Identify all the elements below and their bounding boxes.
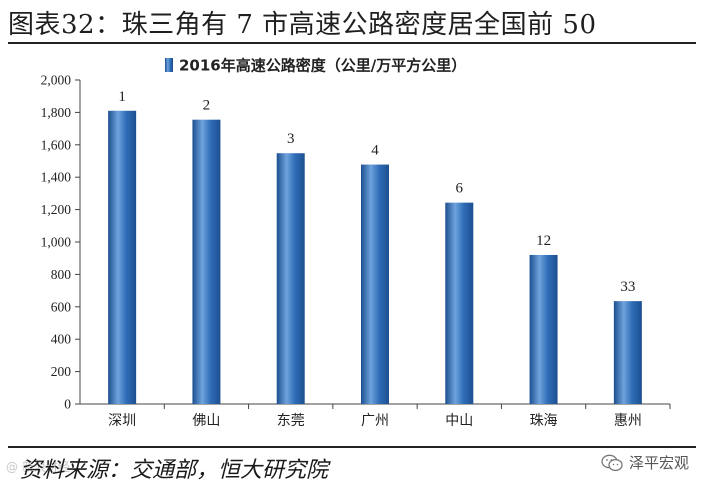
- x-tick-label: 东莞: [277, 413, 305, 429]
- x-tick-label: 惠州: [614, 413, 642, 429]
- y-tick-label: 1,000: [41, 235, 72, 250]
- bar: [276, 153, 305, 404]
- x-tick-label: 佛山: [192, 413, 220, 429]
- bar-chart: 0 200 400 600 800 1,000 1,200 1,400 1,600 1,800 2,…: [41, 57, 671, 429]
- data-label: 3: [287, 131, 295, 147]
- legend-label: 2016年高速公路密度（公里/万平方公里）: [179, 57, 466, 75]
- data-label: 6: [456, 181, 464, 197]
- data-label: 4: [371, 143, 379, 159]
- legend-swatch: [165, 58, 173, 72]
- y-tick-label: 0: [64, 397, 71, 412]
- page-title: 图表32：珠三角有 7 市高速公路密度居全国前 50: [8, 10, 597, 40]
- x-tick-label: 深圳: [108, 413, 136, 429]
- wechat-icon: [601, 454, 623, 471]
- x-tick-label: 中山: [445, 413, 473, 429]
- bar: [445, 202, 474, 404]
- y-tick-label: 1,200: [41, 202, 72, 217]
- y-tick-label: 400: [51, 332, 72, 347]
- y-tick-label: 1,400: [41, 170, 72, 185]
- title-divider: [8, 42, 696, 44]
- bar: [192, 119, 221, 404]
- bar: [613, 301, 642, 404]
- brand-name: 泽平宏观: [628, 454, 689, 472]
- y-tick-label: 2,000: [41, 73, 72, 88]
- bar: [108, 110, 137, 404]
- footer-divider: [8, 446, 696, 448]
- y-tick-label: 200: [51, 364, 72, 379]
- watermark-text: @ 新浪财经: [6, 460, 70, 474]
- y-tick-label: 800: [51, 267, 72, 282]
- y-tick-label: 1,600: [41, 137, 72, 152]
- x-tick-label: 珠海: [530, 413, 558, 429]
- data-label: 12: [536, 233, 551, 249]
- data-label: 33: [620, 279, 635, 295]
- source-note: 资料来源：交通部，恒大研究院: [20, 458, 329, 483]
- data-label: 2: [203, 98, 211, 114]
- x-tick-label: 广州: [361, 413, 389, 429]
- bar: [529, 254, 558, 404]
- brand: 泽平宏观: [601, 452, 689, 473]
- data-label: 1: [118, 89, 126, 105]
- y-tick-label: 600: [51, 299, 72, 314]
- bar: [361, 164, 389, 404]
- y-tick-label: 1,800: [41, 105, 72, 120]
